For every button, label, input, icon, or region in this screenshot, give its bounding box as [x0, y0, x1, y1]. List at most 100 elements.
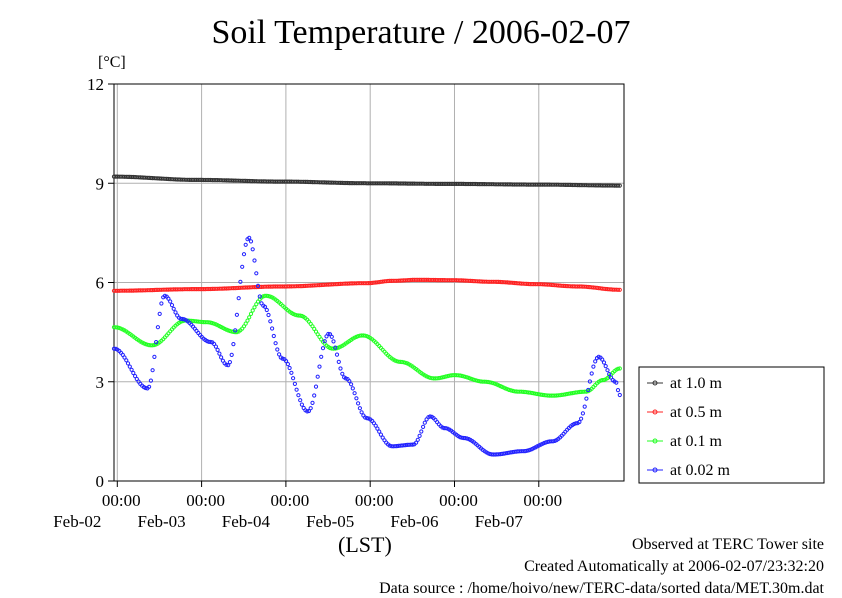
data-point: [270, 326, 275, 331]
data-point: [573, 421, 579, 426]
data-point: [268, 319, 273, 324]
data-point: [243, 321, 248, 326]
data-point: [289, 370, 294, 375]
x-tick-time-label: 00:00: [355, 491, 394, 510]
data-point: [306, 408, 311, 414]
data-point: [524, 448, 529, 453]
data-point: [417, 433, 422, 438]
data-point: [421, 424, 426, 429]
data-point: [463, 436, 468, 441]
data-point: [294, 387, 299, 392]
data-point: [296, 393, 301, 398]
data-point: [298, 398, 303, 403]
legend-swatch-marker: [652, 467, 658, 473]
data-point: [614, 380, 619, 385]
data-point: [262, 304, 268, 309]
data-point: [582, 404, 587, 409]
y-axis-unit-label: [°C]: [98, 54, 126, 71]
data-point: [591, 364, 596, 369]
data-point: [233, 328, 238, 333]
y-tick-label: 0: [96, 472, 105, 491]
data-point: [171, 306, 176, 311]
data-point: [317, 364, 322, 369]
data-point: [313, 384, 319, 389]
data-point: [148, 378, 153, 383]
data-point: [378, 432, 383, 437]
data-point: [550, 439, 556, 444]
legend-swatch-marker: [652, 409, 658, 415]
data-point: [240, 264, 245, 269]
legend-label: at 0.5 m: [670, 404, 723, 421]
footer-data-source: Data source : /home/hoivo/new/TERC-data/…: [379, 580, 824, 597]
x-tick-time-label: 00:00: [523, 491, 562, 510]
data-point: [111, 346, 117, 351]
data-point: [238, 279, 243, 284]
data-point: [377, 429, 382, 434]
data-point: [241, 252, 247, 257]
legend-label: at 0.02 m: [670, 462, 731, 479]
data-point: [615, 183, 621, 188]
data-point: [234, 312, 239, 317]
data-point: [122, 355, 127, 360]
data-point: [334, 352, 340, 357]
data-point: [226, 363, 231, 368]
data-point: [154, 340, 159, 345]
data-point: [129, 367, 134, 372]
data-point: [248, 311, 254, 316]
data-point: [589, 371, 594, 376]
data-point: [277, 352, 282, 357]
data-point: [338, 366, 343, 371]
data-point: [227, 360, 232, 365]
footer-created-time: Created Automatically at 2006-02-07/23:3…: [524, 558, 824, 575]
data-point: [603, 364, 608, 369]
data-point: [147, 384, 152, 389]
data-point: [357, 406, 362, 411]
data-point: [586, 387, 591, 393]
series-4: [111, 235, 622, 457]
data-point: [394, 359, 399, 364]
legend-swatch-marker: [652, 438, 658, 444]
data-point: [150, 343, 155, 348]
x-tick-date-label: Feb-07: [475, 512, 524, 531]
data-point: [312, 326, 317, 331]
legend: at 1.0 m at 0.5 m at 0.1 m at 0.02 m: [638, 366, 825, 484]
data-point: [215, 347, 220, 352]
data-point: [600, 357, 605, 362]
data-point: [507, 387, 512, 392]
data-point: [508, 388, 513, 393]
data-point: [322, 339, 327, 344]
data-point: [422, 420, 427, 425]
data-point: [340, 371, 345, 376]
data-point: [291, 376, 296, 381]
data-point: [133, 374, 138, 379]
data-point: [579, 416, 584, 421]
data-point: [410, 442, 415, 447]
data-point: [315, 374, 320, 379]
x-tick-time-label: 00:00: [186, 491, 225, 510]
data-point: [257, 294, 262, 299]
data-point: [227, 328, 232, 334]
data-point: [605, 368, 610, 373]
data-point: [577, 419, 582, 425]
y-tick-label: 6: [96, 274, 105, 293]
data-point: [271, 333, 276, 339]
data-point: [245, 318, 250, 323]
data-point: [356, 401, 361, 406]
data-point: [617, 183, 622, 188]
data-point: [254, 271, 259, 276]
x-tick-date-label: Feb-03: [138, 512, 186, 531]
legend-item: at 0.5 m: [647, 404, 723, 421]
data-point: [584, 396, 589, 401]
data-point: [543, 440, 549, 445]
chart-title: Soil Temperature / 2006-02-07: [211, 14, 631, 51]
data-point: [157, 311, 162, 316]
data-point: [375, 426, 380, 431]
data-point: [617, 287, 622, 292]
data-point: [363, 333, 368, 338]
x-tick-time-label: 00:00: [102, 491, 141, 510]
data-point: [428, 414, 433, 419]
data-point: [347, 379, 352, 384]
data-point: [152, 354, 157, 359]
data-point: [247, 235, 252, 240]
